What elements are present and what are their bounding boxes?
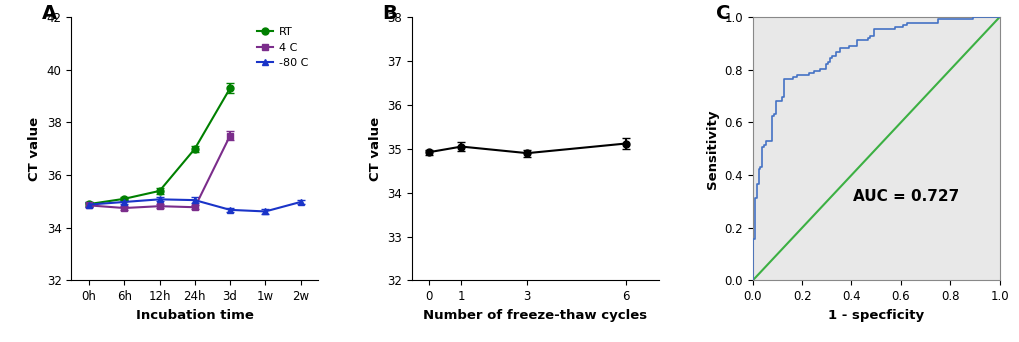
- Text: A: A: [42, 4, 57, 23]
- Text: C: C: [715, 4, 730, 23]
- X-axis label: Number of freeze-thaw cycles: Number of freeze-thaw cycles: [423, 309, 647, 322]
- Text: B: B: [382, 4, 396, 23]
- Y-axis label: CT value: CT value: [29, 117, 41, 181]
- X-axis label: Incubation time: Incubation time: [136, 309, 254, 322]
- Text: AUC = 0.727: AUC = 0.727: [852, 189, 958, 204]
- Y-axis label: CT value: CT value: [369, 117, 381, 181]
- Y-axis label: Sensitivity: Sensitivity: [705, 109, 718, 188]
- X-axis label: 1 - specficity: 1 - specficity: [827, 309, 923, 322]
- Legend: RT, 4 C, -80 C: RT, 4 C, -80 C: [252, 23, 313, 73]
